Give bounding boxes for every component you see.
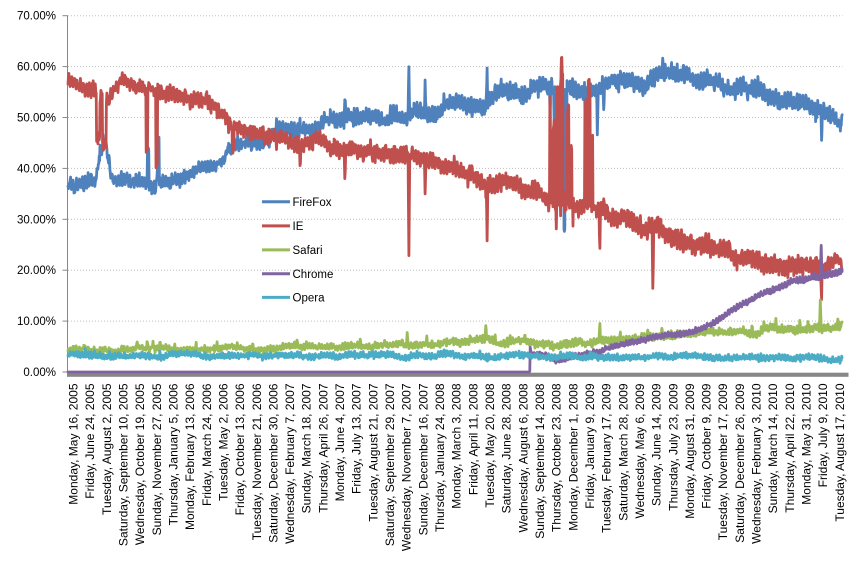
svg-text:Tuesday, May 20, 2008: Tuesday, May 20, 2008 [483, 383, 497, 507]
svg-text:Sunday, December 16, 2007: Sunday, December 16, 2007 [416, 383, 430, 535]
svg-text:Saturday, December 30, 2006: Saturday, December 30, 2006 [266, 383, 280, 543]
svg-text:IE: IE [293, 221, 304, 233]
svg-text:Wednesday, August 6, 2008: Wednesday, August 6, 2008 [516, 383, 530, 532]
svg-text:Friday, April 11, 2008: Friday, April 11, 2008 [466, 383, 480, 495]
svg-text:Thursday, January 24, 2008: Thursday, January 24, 2008 [433, 383, 447, 532]
svg-text:Friday, June 24, 2005: Friday, June 24, 2005 [83, 383, 97, 499]
svg-text:Friday, March 24, 2006: Friday, March 24, 2006 [200, 383, 214, 506]
svg-text:Safari: Safari [293, 245, 323, 257]
svg-text:Wednesday, October 19, 2005: Wednesday, October 19, 2005 [133, 383, 147, 545]
svg-text:Friday, July 9, 2010: Friday, July 9, 2010 [816, 383, 830, 487]
svg-text:20.00%: 20.00% [17, 265, 56, 277]
svg-text:Thursday, April 22, 2010: Thursday, April 22, 2010 [783, 383, 797, 513]
svg-text:50.00%: 50.00% [17, 113, 56, 125]
svg-text:Tuesday, November 17, 2009: Tuesday, November 17, 2009 [716, 383, 730, 540]
svg-text:30.00%: 30.00% [17, 214, 56, 226]
svg-text:70.00%: 70.00% [17, 11, 56, 23]
svg-text:Tuesday, May 2, 2006: Tuesday, May 2, 2006 [216, 383, 230, 501]
svg-text:Saturday, September 10, 2005: Saturday, September 10, 2005 [117, 383, 131, 546]
svg-text:Wednesday, February 7, 2007: Wednesday, February 7, 2007 [283, 383, 297, 544]
svg-text:Sunday, March 14, 2010: Sunday, March 14, 2010 [766, 383, 780, 513]
svg-text:Monday, December 1, 2008: Monday, December 1, 2008 [566, 383, 580, 531]
svg-text:0.00%: 0.00% [23, 367, 56, 379]
svg-text:Wednesday, February 3, 2010: Wednesday, February 3, 2010 [750, 383, 764, 544]
svg-text:Tuesday, November 21, 2006: Tuesday, November 21, 2006 [250, 383, 264, 540]
svg-text:Wednesday, May 6, 2009: Wednesday, May 6, 2009 [633, 383, 647, 518]
svg-text:Saturday, March 28, 2009: Saturday, March 28, 2009 [616, 383, 630, 521]
svg-text:Sunday, September 14, 2008: Sunday, September 14, 2008 [533, 383, 547, 539]
svg-text:Tuesday, February 17, 2009: Tuesday, February 17, 2009 [600, 383, 614, 533]
svg-text:Sunday, March 18, 2007: Sunday, March 18, 2007 [300, 383, 314, 513]
svg-text:Wednesday, November 7, 2007: Wednesday, November 7, 2007 [400, 383, 414, 551]
svg-text:Tuesday, August 21, 2007: Tuesday, August 21, 2007 [366, 383, 380, 521]
svg-text:Tuesday, August 17, 2010: Tuesday, August 17, 2010 [833, 383, 847, 521]
svg-text:Thursday, January 5, 2006: Thursday, January 5, 2006 [167, 383, 181, 525]
svg-text:Monday, February 13, 2006: Monday, February 13, 2006 [183, 383, 197, 530]
svg-text:Thursday, April 26, 2007: Thursday, April 26, 2007 [316, 383, 330, 513]
svg-text:Sunday, November 27, 2005: Sunday, November 27, 2005 [150, 383, 164, 535]
svg-text:40.00%: 40.00% [17, 163, 56, 175]
svg-text:10.00%: 10.00% [17, 316, 56, 328]
svg-text:Thursday, October 23, 2008: Thursday, October 23, 2008 [550, 383, 564, 532]
svg-text:Sunday, June 14, 2009: Sunday, June 14, 2009 [650, 383, 664, 506]
svg-text:Friday, July 13, 2007: Friday, July 13, 2007 [350, 383, 364, 494]
svg-text:Friday, January 9, 2009: Friday, January 9, 2009 [583, 383, 597, 509]
svg-text:Monday, March 3, 2008: Monday, March 3, 2008 [450, 383, 464, 509]
svg-text:Chrome: Chrome [293, 269, 334, 281]
svg-text:Monday, August 31, 2009: Monday, August 31, 2009 [683, 383, 697, 519]
svg-text:Tuesday, August 2, 2005: Tuesday, August 2, 2005 [100, 383, 114, 515]
svg-text:Monday, May 31, 2010: Monday, May 31, 2010 [800, 383, 814, 505]
svg-text:Saturday, June 28, 2008: Saturday, June 28, 2008 [500, 383, 514, 513]
svg-text:Friday, October 13, 2006: Friday, October 13, 2006 [233, 383, 247, 515]
svg-text:Monday, June 4, 2007: Monday, June 4, 2007 [333, 383, 347, 501]
svg-text:Saturday, December 26, 2009: Saturday, December 26, 2009 [733, 383, 747, 543]
svg-text:FireFox: FireFox [293, 197, 332, 209]
svg-text:Saturday, September 29, 2007: Saturday, September 29, 2007 [383, 383, 397, 546]
svg-text:60.00%: 60.00% [17, 62, 56, 74]
svg-text:Monday, May 16, 2005: Monday, May 16, 2005 [67, 383, 81, 505]
svg-text:Opera: Opera [293, 292, 326, 304]
svg-text:Thursday, July 23, 2009: Thursday, July 23, 2009 [666, 383, 680, 511]
svg-text:Friday, October 9, 2009: Friday, October 9, 2009 [700, 383, 714, 509]
